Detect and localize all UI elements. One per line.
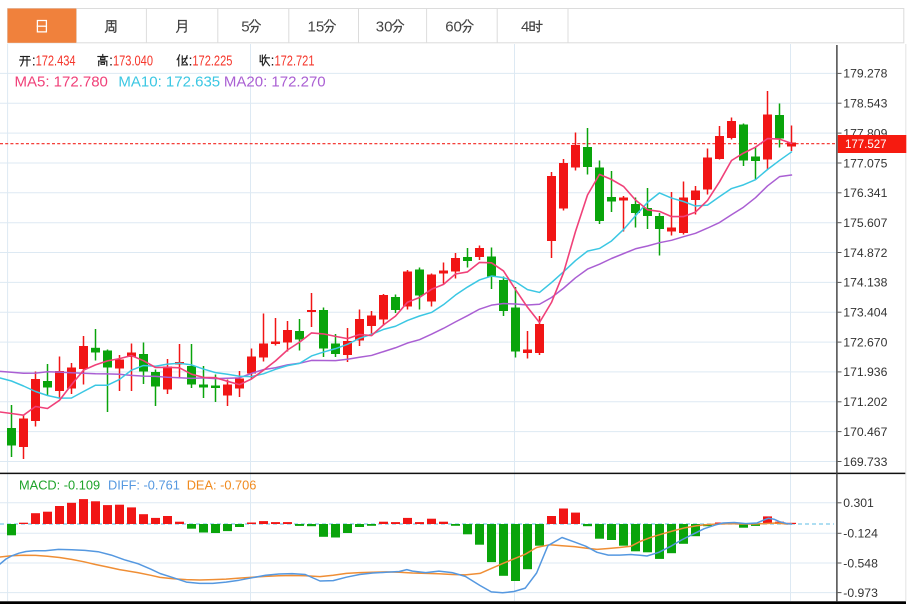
svg-text:173.404: 173.404 [843, 306, 887, 320]
svg-text:179.278: 179.278 [843, 67, 887, 81]
svg-text:MACD: -0.109: MACD: -0.109 [19, 478, 100, 493]
svg-text:30: 30 [376, 19, 393, 36]
svg-text:MA5: 172.780: MA5: 172.780 [15, 74, 108, 91]
svg-text:172.670: 172.670 [843, 335, 887, 349]
svg-text:174.138: 174.138 [843, 276, 887, 290]
svg-text:15: 15 [308, 19, 325, 36]
svg-text:170.467: 170.467 [843, 425, 887, 439]
svg-text:175.607: 175.607 [843, 216, 887, 230]
svg-text::: : [271, 54, 275, 70]
svg-text::: : [32, 54, 36, 70]
svg-text:177.527: 177.527 [845, 139, 887, 151]
svg-text:171.936: 171.936 [843, 365, 887, 379]
svg-text:0.301: 0.301 [843, 496, 874, 510]
svg-text:MA20: 172.270: MA20: 172.270 [224, 74, 326, 91]
svg-text:MA10: 172.635: MA10: 172.635 [118, 74, 220, 91]
svg-text:171.202: 171.202 [843, 395, 887, 409]
svg-text:172.225: 172.225 [192, 54, 232, 70]
svg-text:DIFF: -0.761: DIFF: -0.761 [108, 478, 180, 493]
svg-text:173.040: 173.040 [113, 54, 153, 70]
svg-text:172.721: 172.721 [275, 54, 315, 70]
svg-text:174.872: 174.872 [843, 246, 887, 260]
svg-text:4: 4 [521, 19, 529, 36]
svg-text:-0.973: -0.973 [843, 586, 878, 600]
svg-text:DEA: -0.706: DEA: -0.706 [187, 478, 257, 493]
svg-text:-0.548: -0.548 [843, 556, 878, 570]
svg-text:172.434: 172.434 [36, 54, 76, 70]
svg-text:178.543: 178.543 [843, 97, 887, 111]
svg-text::: : [189, 54, 193, 70]
svg-text:5: 5 [241, 19, 249, 36]
svg-text:-0.124: -0.124 [843, 527, 878, 541]
svg-text::: : [109, 54, 113, 70]
svg-text:176.341: 176.341 [843, 186, 887, 200]
svg-text:177.075: 177.075 [843, 156, 887, 170]
svg-text:169.733: 169.733 [843, 455, 887, 469]
svg-text:60: 60 [445, 19, 462, 36]
